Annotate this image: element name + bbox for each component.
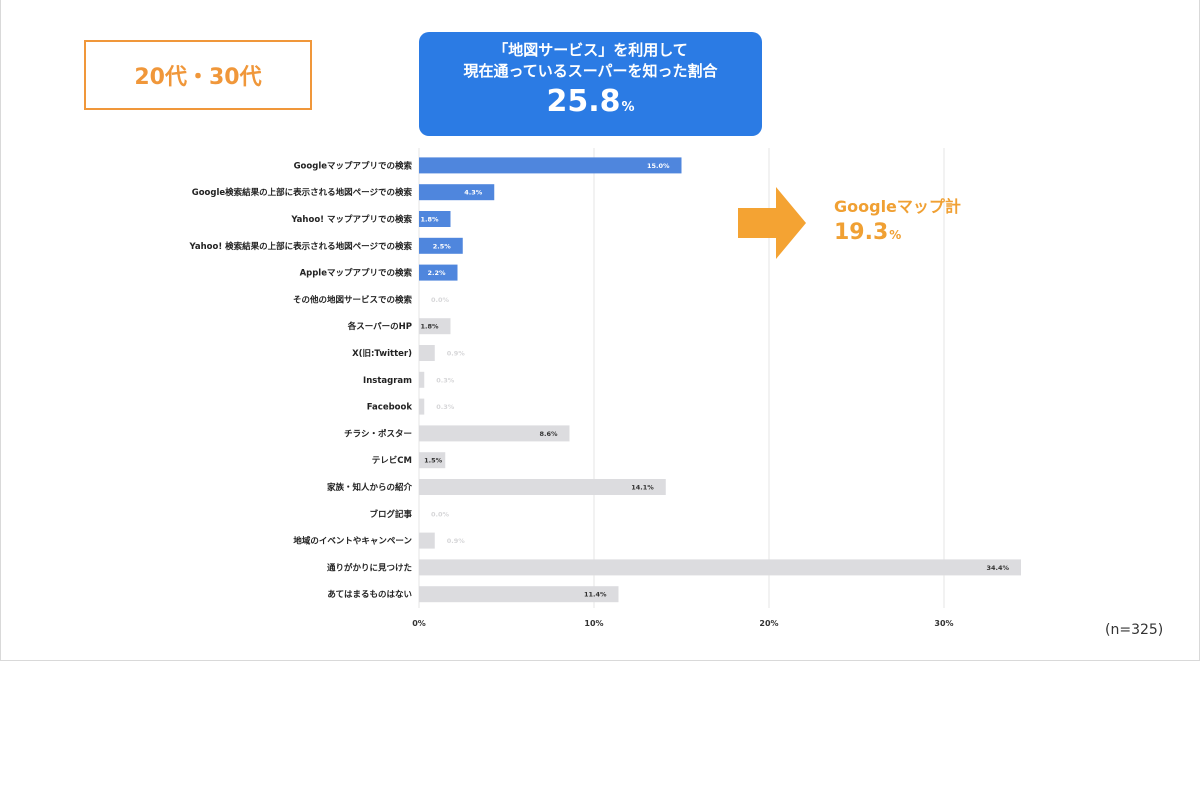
bar xyxy=(419,157,682,174)
headline-value: 25.8% xyxy=(419,86,762,124)
arrow-right-icon xyxy=(738,187,808,263)
bar xyxy=(419,586,619,603)
category-label: X(旧:Twitter) xyxy=(352,348,412,359)
bar xyxy=(419,559,1021,576)
slide-canvas: 20代・30代 「地図サービス」を利用して 現在通っているスーパーを知った割合 … xyxy=(0,0,1200,661)
category-label: Yahoo! 検索結果の上部に表示される地図ページでの検索 xyxy=(188,241,412,252)
bar-chart: 0% 10% 20% 30% Googleマップアプリでの検索 15.0% Google検索… xyxy=(188,148,1021,628)
bar-value-label: 1.5% xyxy=(424,457,443,465)
x-tick-label: 30% xyxy=(934,619,953,628)
category-label: ブログ記事 xyxy=(369,509,412,520)
google-maps-total-callout: Googleマップ計 19.3% xyxy=(834,196,961,250)
bar xyxy=(419,211,451,227)
bar-value-label: 0.0% xyxy=(431,510,450,518)
category-label: チラシ・ポスター xyxy=(344,428,412,439)
bar-value-label: 1.8% xyxy=(420,216,439,224)
bar-value-label: 14.1% xyxy=(631,484,654,492)
bar xyxy=(419,318,451,335)
bar-value-label: 15.0% xyxy=(647,162,670,170)
bar xyxy=(419,237,463,254)
bar xyxy=(419,371,425,388)
bar xyxy=(419,398,425,415)
bar xyxy=(419,479,666,495)
bar xyxy=(419,532,435,549)
bar-value-label: 1.8% xyxy=(420,323,439,331)
callout-value-unit: % xyxy=(889,228,902,242)
bar-value-label: 11.4% xyxy=(584,591,607,599)
bar-value-label: 0.3% xyxy=(436,403,455,411)
category-label: Instagram xyxy=(363,376,412,386)
x-tick-label: 20% xyxy=(759,619,778,628)
x-tick-label: 0% xyxy=(412,619,426,628)
bar-value-label: 0.9% xyxy=(447,350,466,358)
bar xyxy=(419,425,570,442)
sample-size-note: (n=325) xyxy=(1105,622,1164,638)
category-label: その他の地図サービスでの検索 xyxy=(293,294,413,305)
headline-box: 「地図サービス」を利用して 現在通っているスーパーを知った割合 25.8% xyxy=(419,32,762,136)
bar xyxy=(419,345,435,361)
category-label: 家族・知人からの紹介 xyxy=(327,482,413,493)
bar-value-label: 2.5% xyxy=(433,242,452,250)
bar xyxy=(419,264,458,281)
headline-value-number: 25.8 xyxy=(546,84,621,119)
age-group-text: 20代・30代 xyxy=(134,65,262,90)
bar-value-label: 4.3% xyxy=(464,189,483,197)
headline-line-1: 「地図サービス」を利用して xyxy=(493,41,688,59)
bar-value-label: 0.0% xyxy=(431,296,450,304)
callout-value-number: 19.3 xyxy=(834,220,889,245)
x-tick-label: 10% xyxy=(584,619,603,628)
age-group-label: 20代・30代 xyxy=(84,40,312,110)
category-label: 地域のイベントやキャンペーン xyxy=(293,536,412,547)
category-label: テレビCM xyxy=(372,455,412,466)
bar-value-label: 34.4% xyxy=(986,564,1009,572)
callout-label: Googleマップ計 xyxy=(834,197,961,216)
bar-value-label: 0.9% xyxy=(447,537,466,545)
bar xyxy=(419,452,446,469)
category-label: Google検索結果の上部に表示される地図ページでの検索 xyxy=(192,187,413,198)
category-label: Appleマップアプリでの検索 xyxy=(300,268,413,279)
category-label: Googleマップアプリでの検索 xyxy=(294,160,413,171)
category-label: 各スーパーのHP xyxy=(347,321,412,332)
headline-line-2: 現在通っているスーパーを知った割合 xyxy=(463,62,718,80)
category-label: Facebook xyxy=(367,403,413,413)
category-label: Yahoo! マップアプリでの検索 xyxy=(290,214,412,225)
bar xyxy=(419,184,495,201)
category-label: あてはまるものはない xyxy=(327,590,412,600)
bar-value-label: 8.6% xyxy=(539,430,558,438)
bar-value-label: 2.2% xyxy=(427,269,446,277)
callout-value: 19.3% xyxy=(834,218,961,250)
bar-value-label: 0.3% xyxy=(436,376,455,384)
category-label: 通りがかりに見つけた xyxy=(327,562,412,573)
headline-value-unit: % xyxy=(621,100,635,115)
